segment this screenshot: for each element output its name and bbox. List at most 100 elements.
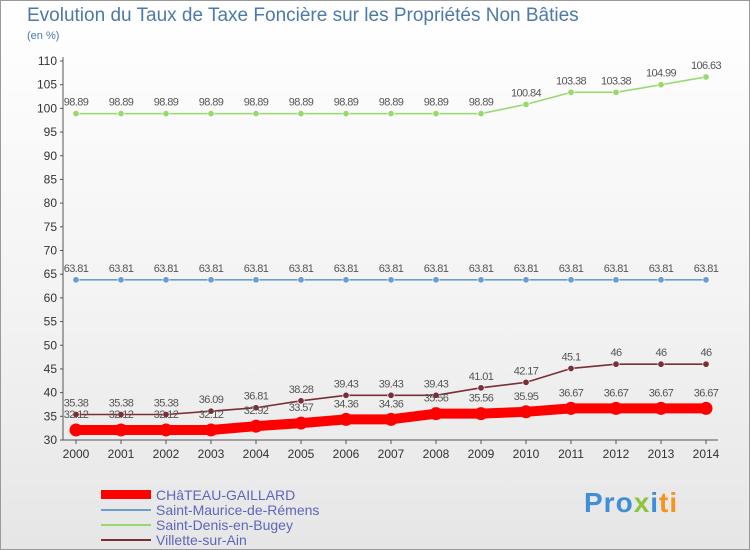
data-label: 63.81	[469, 263, 494, 275]
data-label: 63.81	[334, 263, 359, 275]
data-point	[387, 110, 395, 118]
data-label: 103.38	[556, 75, 587, 87]
data-point	[564, 401, 578, 415]
data-label: 63.81	[109, 263, 134, 275]
data-label: 36.67	[694, 387, 719, 399]
data-label: 32.12	[154, 409, 179, 421]
y-tick-label: 35	[44, 409, 58, 423]
data-point	[204, 423, 218, 437]
legend-item: Saint-Denis-en-Bugey	[101, 517, 319, 533]
data-label: 41.01	[469, 371, 494, 383]
data-label: 35.38	[154, 398, 179, 410]
logo-part-3: i	[650, 487, 660, 518]
x-tick-label: 2013	[648, 447, 675, 461]
data-point	[252, 404, 260, 412]
data-label: 32.12	[199, 409, 224, 421]
y-tick-label: 85	[44, 172, 58, 186]
data-point	[567, 276, 575, 284]
data-point	[429, 407, 443, 421]
chart-title: Evolution du Taux de Taxe Foncière sur l…	[27, 5, 579, 26]
data-point	[474, 407, 488, 421]
data-point	[207, 407, 215, 415]
data-point	[294, 416, 308, 430]
legend-swatch	[101, 538, 151, 541]
legend-item: Villette-sur-Ain	[101, 532, 319, 548]
data-label: 38.28	[289, 384, 314, 396]
data-label: 42.17	[514, 365, 539, 377]
y-tick-label: 80	[44, 196, 58, 210]
data-point	[477, 384, 485, 392]
data-label: 98.89	[109, 97, 134, 109]
data-label: 98.89	[64, 97, 89, 109]
y-tick-label: 50	[44, 338, 58, 352]
data-label: 63.81	[154, 263, 179, 275]
data-label: 35.56	[469, 393, 494, 405]
data-label: 36.67	[559, 387, 584, 399]
y-tick-label: 100	[37, 101, 57, 115]
data-label: 46	[655, 347, 667, 359]
data-label: 45.1	[561, 351, 580, 363]
data-label: 103.38	[601, 75, 632, 87]
y-tick-label: 70	[44, 244, 58, 258]
data-label: 98.89	[334, 97, 359, 109]
data-point	[117, 276, 125, 284]
data-point	[162, 411, 170, 419]
data-point	[477, 276, 485, 284]
legend-swatch	[101, 490, 151, 499]
data-point	[72, 411, 80, 419]
data-point	[477, 110, 485, 118]
y-tick-label: 30	[44, 433, 58, 447]
data-point	[297, 110, 305, 118]
data-label: 34.36	[334, 398, 359, 410]
data-label: 98.89	[469, 97, 494, 109]
data-point	[702, 360, 710, 368]
logo-part-1: Pro	[584, 487, 634, 518]
data-point	[702, 276, 710, 284]
data-point	[69, 423, 83, 437]
data-point	[657, 360, 665, 368]
x-tick-label: 2010	[513, 447, 540, 461]
y-tick-label: 90	[44, 149, 58, 163]
data-point	[297, 276, 305, 284]
data-label: 36.67	[604, 387, 629, 399]
data-label: 33.57	[289, 402, 314, 414]
data-label: 63.81	[424, 263, 449, 275]
data-point	[117, 411, 125, 419]
data-label: 35.95	[514, 391, 539, 403]
x-tick-label: 2005	[288, 447, 315, 461]
data-point	[252, 110, 260, 118]
data-point	[162, 110, 170, 118]
proxiti-logo: Proxiti	[584, 487, 678, 519]
y-tick-label: 45	[44, 362, 58, 376]
legend-label: CHâTEAU-GAILLARD	[156, 486, 296, 503]
data-label: 98.89	[154, 97, 179, 109]
data-label: 36.81	[244, 391, 269, 403]
data-point	[117, 110, 125, 118]
data-label: 32.92	[244, 405, 269, 417]
data-label: 36.09	[199, 394, 224, 406]
y-tick-label: 65	[44, 267, 58, 281]
data-label: 32.12	[64, 409, 89, 421]
data-point	[159, 423, 173, 437]
data-point	[249, 419, 263, 433]
y-tick-label: 105	[37, 78, 57, 92]
data-label: 98.89	[379, 97, 404, 109]
data-label: 35.38	[64, 398, 89, 410]
data-label: 63.81	[199, 263, 224, 275]
data-label: 100.84	[511, 87, 542, 99]
legend-label: Saint-Maurice-de-Rémens	[156, 501, 320, 518]
data-point	[522, 100, 530, 108]
data-point	[297, 397, 305, 405]
data-label: 39.43	[379, 378, 404, 390]
data-point	[72, 110, 80, 118]
data-point	[699, 401, 713, 415]
x-tick-label: 2001	[108, 447, 135, 461]
data-label: 98.89	[289, 97, 314, 109]
data-point	[522, 276, 530, 284]
data-point	[207, 276, 215, 284]
data-label: 35.56	[424, 393, 449, 405]
x-tick-label: 2009	[468, 447, 495, 461]
data-point	[657, 276, 665, 284]
legend-swatch	[101, 523, 151, 526]
